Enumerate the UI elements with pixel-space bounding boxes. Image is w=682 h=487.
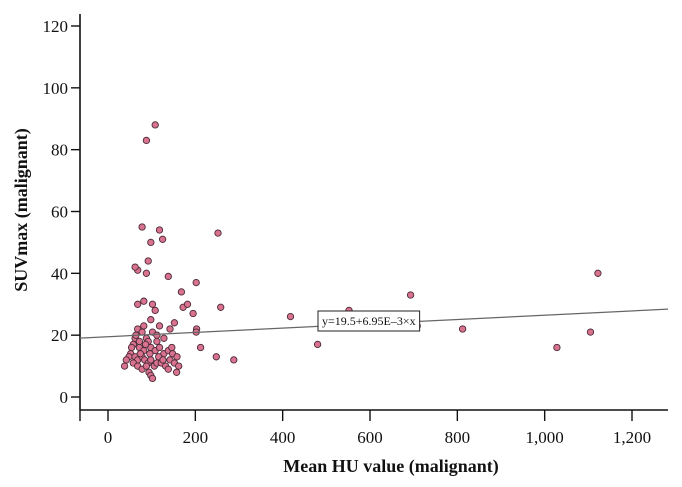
x-axis-title: Mean HU value (malignant)	[283, 456, 499, 477]
y-tick-label: 80	[51, 141, 68, 160]
y-tick-label: 0	[60, 388, 69, 407]
data-point	[142, 362, 151, 370]
x-tick-label: 400	[270, 428, 296, 447]
data-point	[586, 328, 595, 336]
data-point	[136, 350, 144, 358]
data-point	[158, 235, 167, 243]
data-point	[135, 337, 144, 346]
data-point	[189, 309, 197, 318]
y-tick-label: 40	[51, 264, 68, 283]
data-point	[141, 340, 150, 349]
data-point	[147, 316, 155, 324]
data-point	[120, 362, 129, 370]
data-point	[144, 257, 152, 265]
data-point	[553, 343, 561, 352]
data-point	[131, 263, 139, 271]
data-point	[159, 356, 167, 364]
data-point	[406, 291, 415, 299]
x-tick-label: 800	[445, 428, 471, 447]
data-point	[148, 374, 157, 383]
data-point	[151, 121, 159, 129]
data-point	[170, 319, 179, 327]
x-ticks: 0 200 400 600 800 1,000 1,200	[79, 410, 651, 447]
data-point	[172, 368, 181, 376]
data-point	[155, 343, 164, 352]
y-ticks: 0 20 40 60 80 100 120	[43, 17, 80, 407]
y-tick-label: 60	[51, 203, 68, 222]
regression-equation: y=19.5+6.95E–3×x	[322, 314, 416, 328]
data-point	[122, 356, 130, 364]
data-point	[148, 300, 157, 308]
data-point	[164, 272, 172, 281]
data-point	[153, 337, 161, 346]
data-point	[142, 269, 151, 277]
data-point	[214, 229, 222, 237]
data-point	[458, 325, 467, 333]
data-point	[127, 343, 136, 352]
data-point	[134, 300, 142, 308]
data-point	[183, 300, 192, 308]
data-point	[160, 334, 168, 342]
data-points	[120, 121, 602, 383]
y-tick-label: 100	[43, 79, 69, 98]
data-point	[164, 365, 172, 373]
data-point	[155, 226, 164, 234]
y-tick-label: 20	[51, 326, 68, 345]
data-point	[286, 312, 295, 321]
x-tick-label: 0	[104, 428, 113, 447]
data-point	[173, 353, 181, 361]
data-point	[147, 356, 155, 364]
x-tick-label: 1,000	[526, 428, 564, 447]
data-point	[142, 136, 151, 145]
data-point	[177, 288, 186, 296]
data-point	[230, 356, 238, 364]
data-point	[147, 238, 155, 247]
data-point	[153, 331, 161, 339]
y-axis-title: SUVmax (malignant)	[11, 128, 32, 292]
data-point	[212, 353, 220, 361]
data-point	[151, 306, 159, 315]
data-point	[146, 350, 154, 358]
x-tick-label: 200	[183, 428, 209, 447]
data-point	[313, 340, 322, 349]
data-point	[217, 303, 225, 311]
regression-equation-box: y=19.5+6.95E–3×x	[317, 310, 421, 332]
data-point	[192, 278, 200, 287]
data-point	[138, 223, 146, 231]
data-point	[168, 343, 176, 352]
data-point	[166, 325, 174, 333]
x-tick-label: 600	[357, 428, 383, 447]
data-point	[155, 322, 164, 330]
data-point	[594, 269, 602, 277]
data-point	[196, 343, 205, 352]
y-tick-label: 120	[43, 17, 69, 36]
data-point	[140, 322, 148, 330]
data-point	[140, 297, 148, 305]
x-tick-label: 1,200	[613, 428, 651, 447]
data-point	[175, 362, 183, 370]
